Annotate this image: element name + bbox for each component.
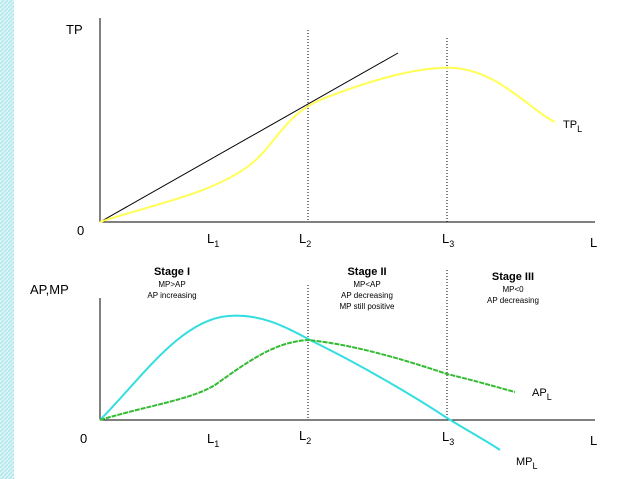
- side-strip: [0, 0, 14, 479]
- stage-title: Stage I: [154, 266, 190, 278]
- stage: Stage II MP<AP AP decreasing MP still po…: [340, 266, 396, 311]
- stage-note: AP increasing: [147, 291, 196, 300]
- x-label: L: [590, 235, 597, 250]
- stage-title: Stage II: [347, 266, 386, 278]
- top-panel: TP 0 L L1 L2 L3 TPL: [66, 18, 597, 250]
- curve-label: APL: [532, 387, 552, 402]
- tick-label: L2: [299, 428, 311, 446]
- stage-note: MP<0: [502, 285, 524, 294]
- tick-label: L1: [207, 231, 219, 249]
- x-label: L: [590, 433, 597, 448]
- ray-line: [99, 52, 399, 223]
- ap-curve: [99, 338, 516, 421]
- tick-label: L1: [207, 431, 219, 449]
- tick-label: L2: [299, 231, 311, 249]
- stage-note: MP still positive: [340, 302, 396, 311]
- stage: Stage I MP>AP AP increasing: [147, 266, 196, 300]
- origin: 0: [77, 223, 84, 238]
- curve-label: MPL: [516, 456, 538, 471]
- stage-title: Stage III: [492, 271, 534, 283]
- bottom-panel: AP,MP 0 L L1 L2 L3 APL MPL Stage I MP>AP…: [30, 266, 597, 471]
- tp-curve: [99, 66, 556, 223]
- stage-note: AP decreasing: [341, 291, 393, 300]
- origin: 0: [80, 431, 87, 446]
- stage: Stage III MP<0 AP decreasing: [487, 271, 539, 305]
- tick-label: L3: [442, 231, 454, 249]
- y-label: AP,MP: [30, 282, 69, 297]
- stage-note: MP>AP: [158, 280, 185, 289]
- curve-label: TPL: [563, 119, 582, 134]
- tick-label: L3: [442, 429, 454, 447]
- stage-note: MP<AP: [353, 280, 380, 289]
- stage-note: AP decreasing: [487, 296, 539, 305]
- y-label: TP: [66, 22, 83, 37]
